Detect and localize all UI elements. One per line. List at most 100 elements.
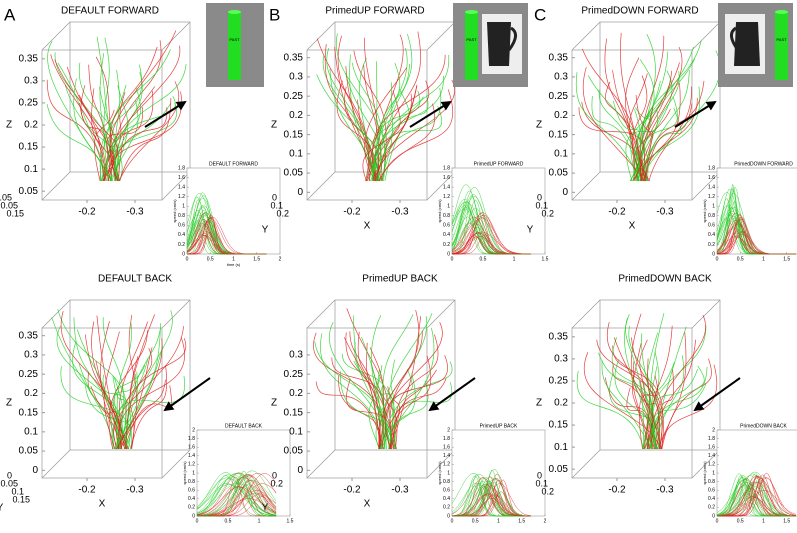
inset-x-tick-label: 1 bbox=[513, 256, 516, 262]
inset-x-tick-label: 1.5 bbox=[542, 256, 549, 262]
cylinder-top bbox=[465, 10, 478, 14]
y-tick-label: 0.05 bbox=[0, 478, 18, 488]
box-edge bbox=[571, 21, 601, 51]
y-tick-label: 0.2 bbox=[270, 478, 283, 488]
y-tick-label: 0 bbox=[272, 470, 277, 480]
z-tick-label: 0.25 bbox=[549, 91, 569, 102]
trajectory bbox=[604, 38, 635, 182]
mug-handle bbox=[507, 26, 517, 51]
trajectory bbox=[612, 345, 664, 450]
x-label: X bbox=[99, 499, 106, 510]
inset-y-tick-label: 0.4 bbox=[443, 232, 450, 238]
inset-y-tick-label: 0.2 bbox=[708, 505, 715, 511]
trajectory bbox=[109, 30, 177, 182]
inset-y-tick-label: 0 bbox=[712, 251, 715, 257]
z-tick-label: 0.1 bbox=[289, 426, 303, 437]
x-label: X bbox=[364, 499, 371, 510]
inset-y-tick-label: 0.4 bbox=[708, 496, 715, 502]
trajectory bbox=[329, 68, 375, 182]
box-edge bbox=[41, 171, 71, 201]
inset-title: PrimedDOWN BACK bbox=[740, 423, 787, 429]
box-back bbox=[599, 21, 721, 173]
inset-y-tick-label: 1.6 bbox=[178, 175, 185, 181]
trajectory bbox=[612, 100, 642, 182]
speed-curve bbox=[716, 212, 796, 255]
trajectory bbox=[96, 315, 120, 450]
inset-y-tick-label: 1.8 bbox=[178, 165, 185, 171]
z-label: Z bbox=[536, 120, 542, 131]
trajectory bbox=[612, 70, 647, 182]
z-tick-label: 0.1 bbox=[24, 164, 38, 175]
trajectory bbox=[103, 37, 110, 182]
trajectory bbox=[64, 85, 123, 182]
inset-x-tick-label: 0 bbox=[716, 256, 719, 262]
box-edge bbox=[306, 299, 336, 329]
z-tick-label: 0.05 bbox=[19, 446, 39, 457]
box-edge bbox=[571, 171, 601, 201]
speed-curve bbox=[196, 486, 277, 515]
trajectory bbox=[378, 309, 420, 450]
trajectory bbox=[101, 102, 172, 182]
inset-y-tick-label: 1.2 bbox=[443, 194, 450, 200]
speed-curve bbox=[187, 235, 267, 255]
z-tick-label: 0.3 bbox=[289, 72, 303, 83]
inset-frame bbox=[451, 429, 546, 517]
z-tick-label: 0.3 bbox=[554, 354, 568, 365]
inset-y-tick-label: 0.8 bbox=[708, 213, 715, 219]
inset-y-tick-label: 0.8 bbox=[188, 479, 195, 485]
inset-y-tick-label: 1 bbox=[192, 470, 195, 476]
z-tick-label: 0.15 bbox=[284, 129, 304, 140]
inset-y-tick-label: 1.6 bbox=[443, 175, 450, 181]
z-tick-label: 0.05 bbox=[284, 446, 304, 457]
z-label: Z bbox=[271, 398, 277, 409]
box-edge bbox=[306, 449, 336, 479]
inset-y-tick-label: 1.4 bbox=[443, 184, 450, 190]
inset-y-label: speed (cm/s) bbox=[437, 199, 442, 223]
panel-title: PrimedDOWN FORWARD bbox=[581, 6, 698, 17]
trajectory bbox=[368, 34, 404, 182]
trajectory bbox=[315, 381, 384, 450]
trajectory bbox=[314, 341, 384, 450]
trajectory bbox=[107, 107, 168, 182]
trajectory bbox=[379, 378, 447, 450]
trajectory bbox=[614, 359, 656, 450]
trajectory bbox=[340, 371, 392, 450]
trajectory bbox=[46, 79, 106, 182]
y-tick-label: 0.15 bbox=[12, 494, 30, 504]
trajectory bbox=[374, 61, 378, 182]
trajectory bbox=[631, 337, 664, 450]
y-tick-label: 0.2 bbox=[276, 208, 289, 218]
speed-curve bbox=[196, 483, 277, 516]
trajectory bbox=[620, 32, 642, 182]
trajectory bbox=[581, 101, 642, 182]
inset-title: DEFAULT BACK bbox=[225, 423, 263, 429]
speed-curve bbox=[716, 479, 796, 517]
trajectory bbox=[351, 62, 386, 182]
trajectory bbox=[380, 82, 393, 182]
box-edge bbox=[306, 21, 336, 51]
inset-y-tick-label: 0.4 bbox=[178, 232, 185, 238]
z-tick-label: 0.05 bbox=[549, 464, 569, 475]
trajectory bbox=[638, 375, 659, 450]
y-tick-label: 0 bbox=[272, 192, 277, 202]
z-tick-label: 0.1 bbox=[554, 148, 568, 159]
inset-y-tick-label: 0.8 bbox=[443, 479, 450, 485]
z-tick-label: 0.3 bbox=[289, 350, 303, 361]
y-label: Y bbox=[0, 503, 4, 514]
inset-x-tick-label: 0.5 bbox=[480, 256, 487, 262]
y-tick-label: 0.1 bbox=[270, 200, 283, 210]
inset-y-tick-label: 0.6 bbox=[708, 223, 715, 229]
inset-y-tick-label: 0.6 bbox=[443, 488, 450, 494]
y-label: Y bbox=[262, 225, 269, 236]
panel-title: PrimedDOWN BACK bbox=[618, 274, 712, 285]
y-tick-label: 0.1 bbox=[535, 478, 548, 488]
stimulus-label: PAST bbox=[776, 37, 787, 42]
inset-y-tick-label: 1.2 bbox=[178, 194, 185, 200]
box-back bbox=[599, 299, 721, 451]
inset-y-tick-label: 1 bbox=[712, 204, 715, 210]
trajectory bbox=[345, 332, 381, 450]
trajectory bbox=[94, 109, 115, 182]
arrow bbox=[409, 100, 452, 128]
inset-frame bbox=[186, 167, 281, 255]
z-tick-label: 0 bbox=[297, 465, 303, 476]
